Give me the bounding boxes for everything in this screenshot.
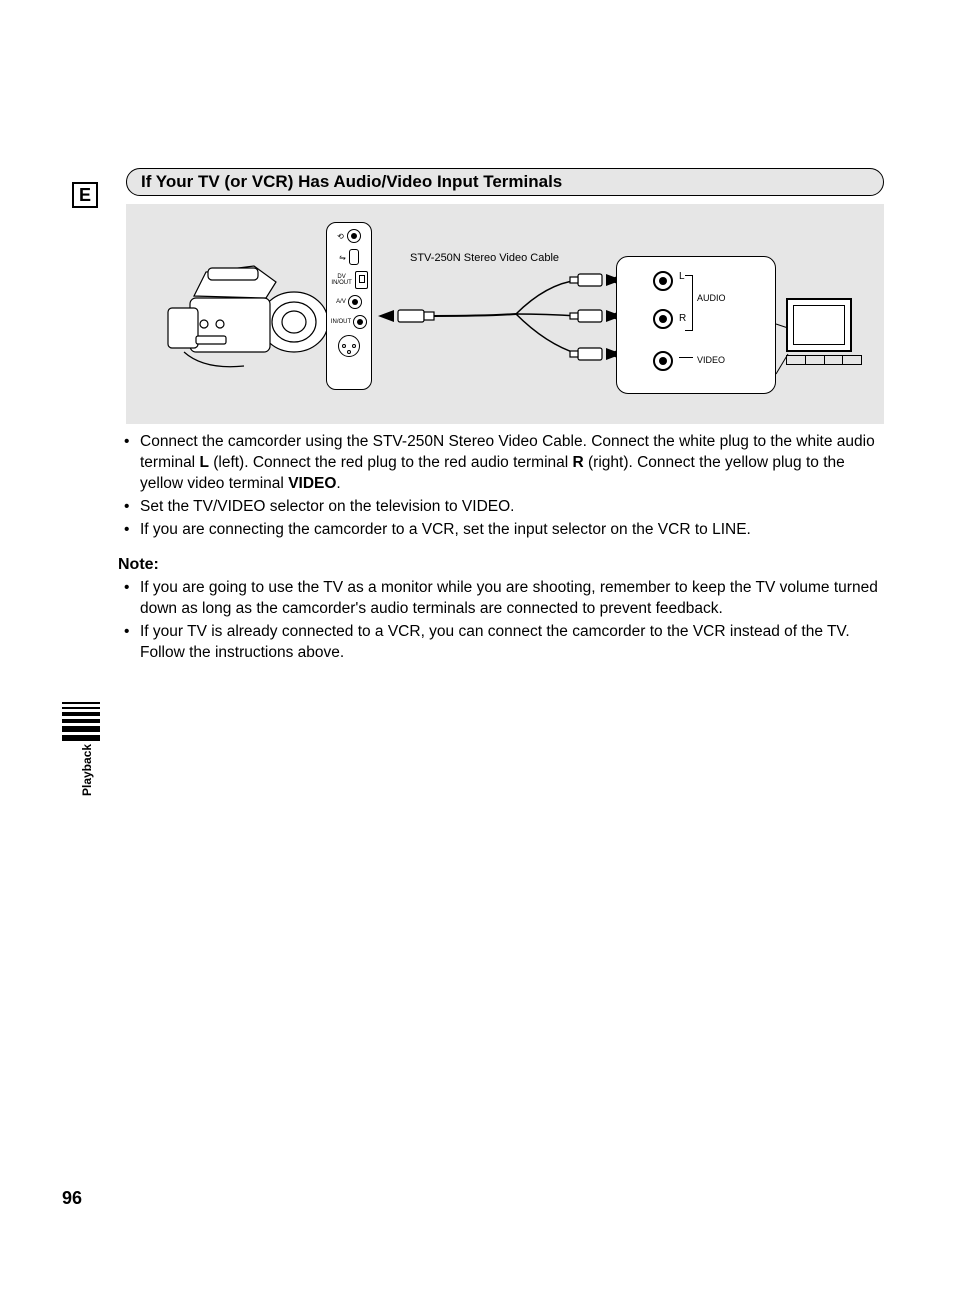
- tv-input-panel: L R AUDIO VIDEO: [616, 256, 776, 394]
- side-tab-label: Playback: [80, 744, 94, 796]
- connection-diagram: ⟲ ⇋ DV IN/OUT A/V IN/OUT STV-250N Stereo…: [126, 204, 884, 424]
- note-item: If you are going to use the TV as a moni…: [118, 578, 888, 620]
- video-label: VIDEO: [697, 355, 725, 365]
- instruction-item: Set the TV/VIDEO selector on the televis…: [118, 497, 888, 518]
- video-jack-icon: [653, 351, 673, 371]
- audio-l-label: L: [679, 271, 685, 282]
- instruction-text: Set the TV/VIDEO selector on the televis…: [140, 498, 514, 515]
- section-title: If Your TV (or VCR) Has Audio/Video Inpu…: [126, 168, 884, 196]
- audio-r-jack-icon: [653, 309, 673, 329]
- audio-l-jack-icon: [653, 271, 673, 291]
- instruction-text: .: [336, 475, 340, 492]
- note-heading: Note:: [118, 556, 159, 574]
- instruction-list: Connect the camcorder using the STV-250N…: [118, 432, 888, 543]
- audio-bracket: [685, 275, 693, 331]
- page-number: 96: [62, 1188, 82, 1209]
- video-line: [679, 357, 693, 358]
- side-tab-lines: [62, 702, 100, 744]
- bold-video: VIDEO: [288, 475, 336, 492]
- bold-r: R: [573, 454, 584, 471]
- language-marker: E: [72, 182, 98, 208]
- bold-l: L: [199, 454, 208, 471]
- instruction-item: Connect the camcorder using the STV-250N…: [118, 432, 888, 495]
- instruction-item: If you are connecting the camcorder to a…: [118, 520, 888, 541]
- note-item: If your TV is already connected to a VCR…: [118, 622, 888, 664]
- instruction-text: (left). Connect the red plug to the red …: [209, 454, 573, 471]
- instruction-text: If you are connecting the camcorder to a…: [140, 521, 751, 538]
- note-list: If you are going to use the TV as a moni…: [118, 578, 888, 666]
- tv-set-illustration: [786, 298, 864, 370]
- note-text: If you are going to use the TV as a moni…: [140, 579, 878, 617]
- note-text: If your TV is already connected to a VCR…: [140, 623, 850, 661]
- audio-group-label: AUDIO: [697, 293, 726, 303]
